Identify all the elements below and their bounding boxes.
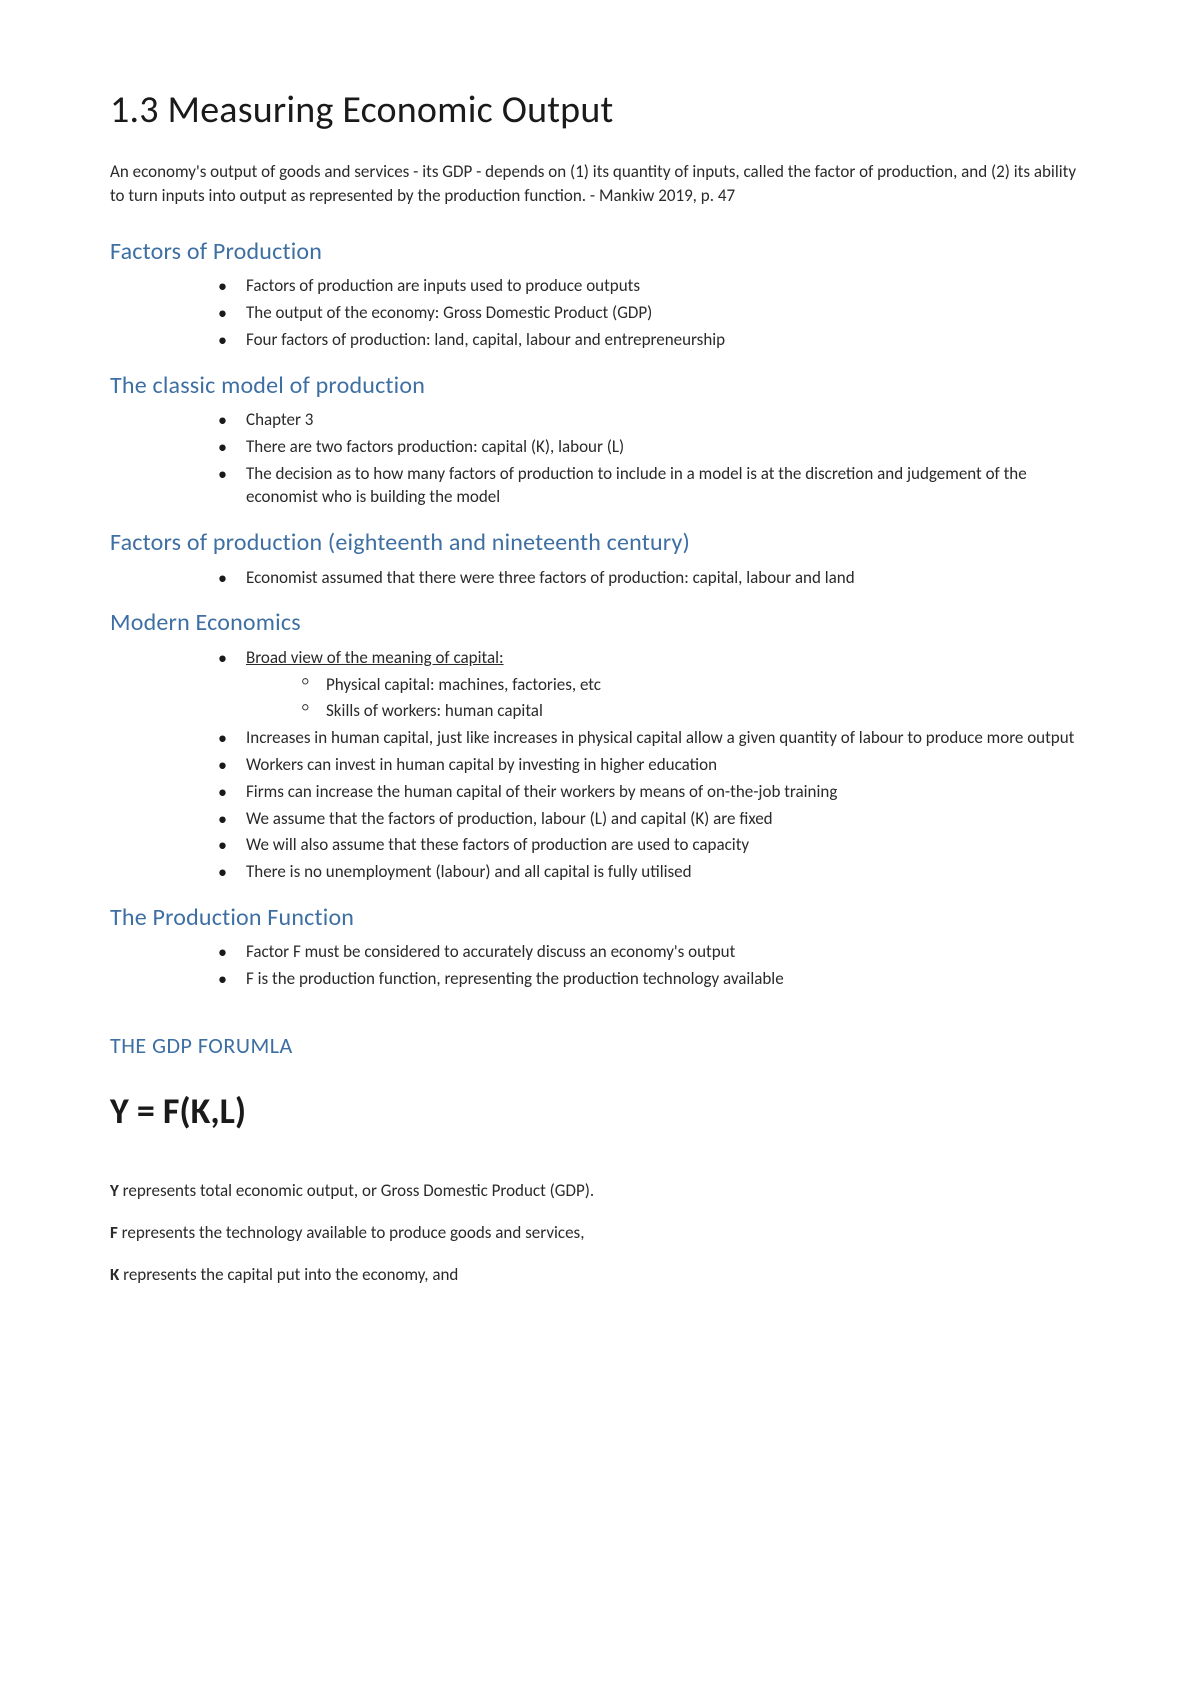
bullet-list: Economist assumed that there were three … <box>218 566 1090 590</box>
section-heading-production-fn: The Production Function <box>110 902 1090 934</box>
list-item: Factors of production are inputs used to… <box>218 274 1090 298</box>
def-y: Y represents total economic output, or G… <box>110 1179 1090 1203</box>
bullet-list: Factors of production are inputs used to… <box>218 274 1090 351</box>
underlined-text: Broad view of the meaning of capital: <box>246 647 504 668</box>
list-item: The output of the economy: Gross Domesti… <box>218 301 1090 325</box>
sub-list-item: Skills of workers: human capital <box>302 699 1090 723</box>
list-item: The decision as to how many factors of p… <box>218 462 1090 510</box>
list-item: Chapter 3 <box>218 408 1090 432</box>
def-k-text: represents the capital put into the econ… <box>119 1264 458 1285</box>
section-heading-gdp: THE GDP FORUMLA <box>110 1031 1090 1061</box>
list-item: There are two factors production: capita… <box>218 435 1090 459</box>
sub-list-item: Physical capital: machines, factories, e… <box>302 673 1090 697</box>
list-item: We assume that the factors of production… <box>218 807 1090 831</box>
symbol-k: K <box>110 1264 119 1285</box>
section-heading-historical: Factors of production (eighteenth and ni… <box>110 527 1090 559</box>
def-f: F represents the technology available to… <box>110 1221 1090 1245</box>
section-heading-factors: Factors of Production <box>110 236 1090 268</box>
def-k: K represents the capital put into the ec… <box>110 1263 1090 1287</box>
def-y-text: represents total economic output, or Gro… <box>119 1180 594 1201</box>
list-item: Firms can increase the human capital of … <box>218 780 1090 804</box>
sub-list: Physical capital: machines, factories, e… <box>302 673 1090 724</box>
page-title: 1.3 Measuring Economic Output <box>110 85 1090 136</box>
list-item: Increases in human capital, just like in… <box>218 726 1090 750</box>
section-heading-modern: Modern Economics <box>110 607 1090 639</box>
list-item: Four factors of production: land, capita… <box>218 328 1090 352</box>
bullet-list: Chapter 3 There are two factors producti… <box>218 408 1090 509</box>
list-item: Broad view of the meaning of capital: Ph… <box>218 646 1090 723</box>
def-f-text: represents the technology available to p… <box>118 1222 585 1243</box>
bullet-list: Broad view of the meaning of capital: Ph… <box>218 646 1090 884</box>
gdp-formula: Y = F(K,L) <box>110 1087 1090 1136</box>
list-item: We will also assume that these factors o… <box>218 833 1090 857</box>
symbol-y: Y <box>110 1180 119 1201</box>
symbol-f: F <box>110 1222 118 1243</box>
list-item: Workers can invest in human capital by i… <box>218 753 1090 777</box>
list-item: Economist assumed that there were three … <box>218 566 1090 590</box>
section-heading-classic: The classic model of production <box>110 370 1090 402</box>
list-item: F is the production function, representi… <box>218 967 1090 991</box>
intro-paragraph: An economy's output of goods and service… <box>110 160 1090 208</box>
list-item: There is no unemployment (labour) and al… <box>218 860 1090 884</box>
bullet-list: Factor F must be considered to accuratel… <box>218 940 1090 991</box>
list-item: Factor F must be considered to accuratel… <box>218 940 1090 964</box>
